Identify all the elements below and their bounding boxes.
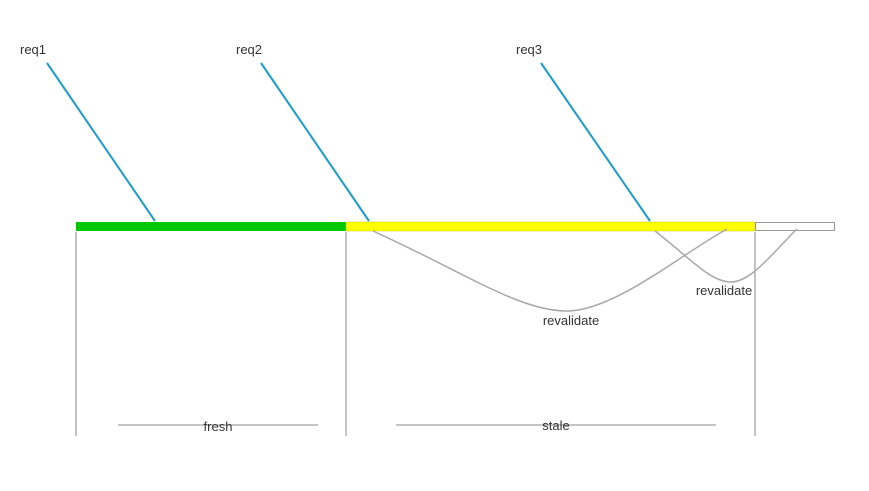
revalidate-label-1: revalidate — [543, 313, 599, 328]
request-line-req2 — [260, 62, 370, 222]
request-label-req2: req2 — [236, 42, 262, 57]
stale-segment — [345, 221, 756, 232]
request-label-req3: req3 — [516, 42, 542, 57]
fresh-label: fresh — [204, 419, 233, 434]
stale-label: stale — [542, 418, 569, 433]
revalidate-curve-1 — [372, 228, 728, 312]
request-label-req1: req1 — [20, 42, 46, 57]
revalidate-label-2: revalidate — [696, 283, 752, 298]
fresh-segment — [76, 222, 346, 231]
expired-segment — [755, 222, 835, 231]
revalidate-curve-2 — [654, 228, 798, 283]
request-line-req3 — [540, 62, 651, 222]
request-line-req1 — [46, 62, 156, 222]
